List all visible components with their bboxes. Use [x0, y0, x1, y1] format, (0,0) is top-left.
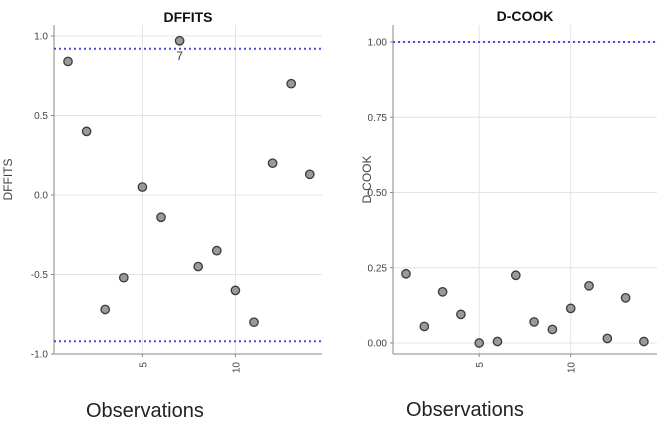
y-axis-label: DFFITS: [1, 159, 15, 201]
data-point: [81, 126, 92, 137]
data-point: [401, 268, 411, 279]
data-point: [437, 286, 448, 297]
y-tick-label: 0.75: [368, 113, 388, 124]
data-point: [230, 285, 241, 296]
chart-panel-dffits: DFFITS DFFITS -1.0 -0.5 0.0 0.5 1.0 5 10 7: [1, 9, 322, 373]
data-point: [492, 336, 503, 347]
y-tick-label: 0.00: [368, 339, 388, 350]
data-point: [547, 324, 558, 335]
data-point: [565, 303, 576, 314]
data-point: [510, 270, 521, 281]
data-point: [529, 317, 539, 327]
data-point: [304, 169, 315, 180]
data-point: [156, 212, 166, 223]
chart-title: DFFITS: [164, 9, 213, 25]
data-point: [63, 56, 73, 67]
x-tick-label: 10: [567, 362, 578, 374]
data-point: [267, 158, 278, 169]
y-tick-label: 0.0: [34, 191, 48, 202]
y-tick-label: 1.0: [34, 32, 48, 43]
y-tick-label: 0.5: [34, 111, 48, 122]
y-axis-label: D-COOK: [360, 156, 374, 204]
x-tick-label: 10: [231, 362, 242, 374]
data-point: [620, 292, 631, 303]
data-point: [419, 321, 430, 332]
data-point: [602, 333, 613, 344]
x-tick-label: 5: [475, 362, 486, 368]
chart-title: D-COOK: [497, 8, 554, 24]
y-tick-label: -1.0: [31, 350, 49, 361]
y-tick-label: 0.25: [368, 263, 388, 274]
data-point: [584, 280, 594, 291]
data-point: [137, 182, 148, 192]
y-tick-label: 1.00: [368, 38, 388, 49]
data-point: [193, 261, 204, 272]
data-point: [249, 317, 259, 328]
y-tick-label: 0.50: [368, 188, 388, 199]
x-tick-label: 5: [138, 362, 149, 368]
data-point: [211, 245, 222, 256]
data-point: [474, 338, 485, 348]
data-point: [639, 336, 649, 347]
data-point: [286, 78, 297, 89]
point-label: 7: [176, 49, 183, 63]
x-caption-dcook: Observations: [406, 399, 524, 421]
x-caption-dffits: Observations: [86, 400, 204, 422]
data-point: [100, 304, 111, 315]
chart-panel-dcook: D-COOK D-COOK 0.00 0.25 0.50 0.75 1.00 5 10: [360, 8, 657, 373]
data-point: [118, 272, 129, 283]
y-tick-label: -0.5: [31, 270, 49, 281]
data-point: [174, 35, 185, 46]
data-point: [456, 309, 466, 320]
